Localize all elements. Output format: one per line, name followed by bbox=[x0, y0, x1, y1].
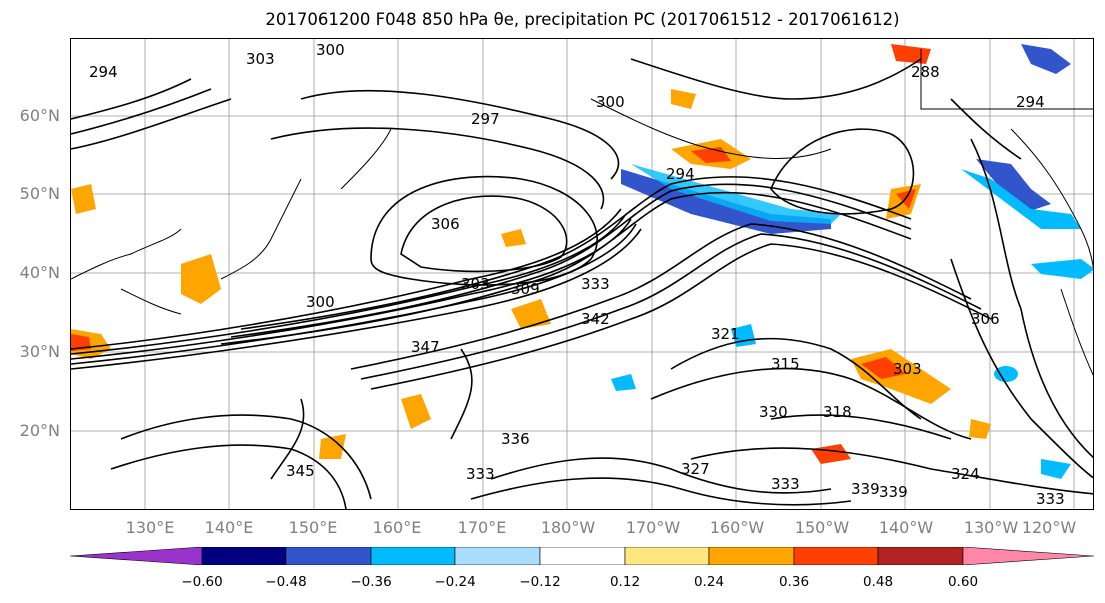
colorbar-segment bbox=[962, 546, 1095, 566]
contour-label: 309 bbox=[511, 280, 540, 298]
contour-label: 297 bbox=[471, 110, 500, 128]
colorbar-tick: 0.48 bbox=[862, 574, 894, 590]
theta-e-contours bbox=[71, 58, 1093, 509]
contour-labels: 294 303 300 297 300 288 294 306 303 309 … bbox=[89, 41, 1065, 508]
contour-label: 324 bbox=[951, 465, 980, 483]
lon-label-140e: 140°E bbox=[204, 518, 254, 537]
contour-label: 303 bbox=[461, 275, 490, 293]
contour-label: 306 bbox=[971, 310, 1000, 328]
colorbar-segment bbox=[69, 546, 203, 566]
contour-label: 321 bbox=[711, 325, 740, 343]
contour-label: 294 bbox=[1016, 93, 1045, 111]
colorbar-tick: −0.24 bbox=[434, 574, 476, 590]
contour-label: 300 bbox=[316, 41, 345, 59]
colorbar-segment bbox=[539, 546, 626, 566]
map-title: 2017061200 F048 850 hPa θe, precipitatio… bbox=[265, 10, 900, 29]
contour-label: 333 bbox=[1036, 490, 1065, 508]
colorbar-bar bbox=[69, 546, 1095, 566]
colorbar-segment bbox=[201, 546, 287, 566]
colorbar-tick: 0.12 bbox=[609, 574, 641, 590]
contour-label: 327 bbox=[681, 460, 710, 478]
contour-label: 330 bbox=[759, 403, 788, 421]
lat-label-60n: 60°N bbox=[19, 106, 60, 125]
lon-label-150e: 150°E bbox=[288, 518, 338, 537]
contour-label: 333 bbox=[771, 475, 800, 493]
colorbar-segment bbox=[285, 546, 372, 566]
contour-label: 339 bbox=[851, 480, 880, 498]
contour-label: 288 bbox=[911, 63, 940, 81]
graticule bbox=[71, 39, 1093, 509]
colorbar-tick: −0.36 bbox=[350, 574, 392, 590]
map-plot: 294 303 300 297 300 288 294 306 303 309 … bbox=[71, 39, 1093, 509]
colorbar-segment bbox=[624, 546, 710, 566]
contour-label: 306 bbox=[431, 215, 460, 233]
coastlines bbox=[71, 49, 1093, 376]
lat-label-50n: 50°N bbox=[19, 184, 60, 203]
contour-label: 333 bbox=[581, 275, 610, 293]
contour-label: 300 bbox=[306, 293, 335, 311]
colorbar-tick: 0.60 bbox=[947, 574, 979, 590]
map-panel: 294 303 300 297 300 288 294 306 303 309 … bbox=[70, 38, 1094, 510]
colorbar-tick: −0.12 bbox=[519, 574, 561, 590]
colorbar-tick: 0.36 bbox=[778, 574, 810, 590]
lon-label-150w: 150°W bbox=[794, 518, 850, 537]
contour-label: 303 bbox=[246, 50, 275, 68]
lon-label-170w: 170°W bbox=[625, 518, 681, 537]
contour-label: 336 bbox=[501, 430, 530, 448]
contour-label: 333 bbox=[466, 465, 495, 483]
contour-label: 303 bbox=[893, 360, 922, 378]
colorbar-segment bbox=[793, 546, 879, 566]
lon-label-130w: 130°W bbox=[963, 518, 1019, 537]
colorbar-segment bbox=[454, 546, 541, 566]
lon-label-120w: 120°W bbox=[1021, 518, 1077, 537]
contour-label: 315 bbox=[771, 355, 800, 373]
lat-label-20n: 20°N bbox=[19, 421, 60, 440]
lat-label-30n: 30°N bbox=[19, 342, 60, 361]
lon-label-170e: 170°E bbox=[457, 518, 507, 537]
colorbar-tick: 0.24 bbox=[693, 574, 725, 590]
contour-label: 300 bbox=[596, 93, 625, 111]
contour-label: 347 bbox=[411, 338, 440, 356]
lat-label-40n: 40°N bbox=[19, 263, 60, 282]
lon-label-140w: 140°W bbox=[878, 518, 934, 537]
lon-label-160e: 160°E bbox=[372, 518, 422, 537]
contour-label: 342 bbox=[581, 310, 610, 328]
colorbar-segment bbox=[708, 546, 795, 566]
colorbar-tick: −0.48 bbox=[265, 574, 307, 590]
contour-label: 294 bbox=[666, 165, 695, 183]
contour-label: 318 bbox=[823, 403, 852, 421]
lon-label-160w: 160°W bbox=[709, 518, 765, 537]
colorbar-segment bbox=[370, 546, 456, 566]
contour-label: 294 bbox=[89, 63, 118, 81]
lon-label-180w: 180°W bbox=[540, 518, 596, 537]
lon-label-130e: 130°E bbox=[125, 518, 175, 537]
contour-label: 345 bbox=[286, 462, 315, 480]
contour-label: 339 bbox=[879, 483, 908, 501]
colorbar-segment bbox=[877, 546, 964, 566]
colorbar-tick: −0.60 bbox=[181, 574, 223, 590]
colorbar bbox=[69, 546, 1095, 566]
